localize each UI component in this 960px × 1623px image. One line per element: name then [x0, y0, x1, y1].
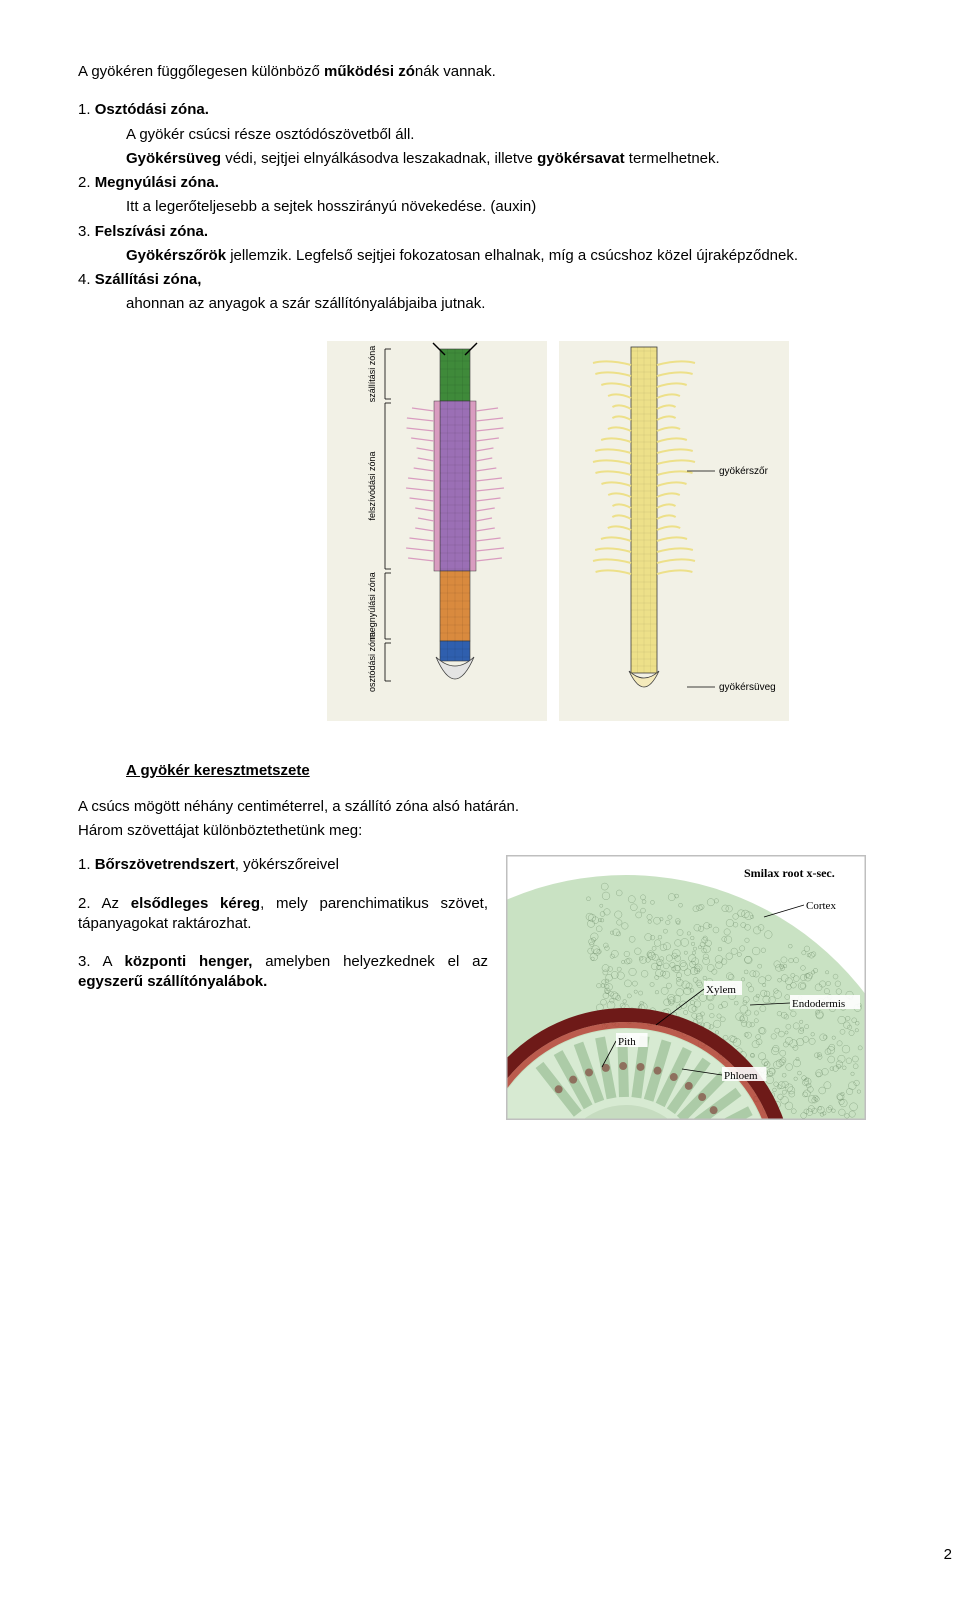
cross-li-1: 1. Bőrszövetrendszert, yökérszőreivel	[78, 855, 488, 875]
t: védi, sejtjei elnyálkásodva leszakadnak,…	[225, 150, 537, 167]
svg-text:Phloem: Phloem	[724, 1070, 758, 1082]
intro-pre: A gyökéren függőlegesen különböző	[78, 63, 324, 80]
cross-list-col: 1. Bőrszövetrendszert, yökérszőreivel 2.…	[78, 855, 488, 996]
svg-text:felszívódási zóna: felszívódási zóna	[367, 451, 377, 520]
item-title: Szállítási zóna,	[95, 271, 202, 288]
intro-line: A gyökéren függőlegesen különböző működé…	[78, 62, 960, 82]
intro-bold: működési zó	[324, 63, 415, 80]
svg-text:Cortex: Cortex	[806, 900, 836, 912]
t: jellemzik. Legfelső sejtjei fokozatosan …	[226, 247, 798, 264]
item-1-body: A gyökér csúcsi része osztódószövetből á…	[126, 125, 960, 145]
item-num: 2.	[78, 174, 95, 191]
t: termelhetnek.	[625, 150, 720, 167]
item-4-body: ahonnan az anyagok a szár szállítónyaláb…	[126, 294, 960, 314]
b: egyszerű szállítónyalábok.	[78, 973, 267, 990]
cross-p2: Három szövettájat különböztethetünk meg:	[78, 821, 960, 841]
page-number: 2	[944, 1545, 952, 1565]
t: A	[103, 953, 125, 970]
cross-p1: A csúcs mögött néhány centiméterrel, a s…	[78, 797, 960, 817]
svg-text:szállítási zóna: szállítási zóna	[367, 345, 377, 402]
item-3-head: 3. Felszívási zóna.	[78, 222, 960, 242]
root-cross-section-micrograph: Smilax root x-sec. Cortex Endodermis Xylem P…	[506, 855, 866, 1120]
cross-li-2: 2. Az elsődleges kéreg, mely parenchimat…	[78, 894, 488, 935]
b: elsődleges kéreg	[131, 895, 260, 912]
b: Bőrszövetrendszert	[95, 856, 235, 873]
item-2-body: Itt a legerőteljesebb a sejtek hosszirán…	[126, 197, 960, 217]
n: 3.	[78, 953, 103, 970]
svg-text:osztódási zóna: osztódási zóna	[367, 631, 377, 691]
root-zones-left-diagram: szállítási zóna felszívódási zóna megnyúlá…	[327, 341, 547, 721]
item-3-body: Gyökérszőrök jellemzik. Legfelső sejtjei…	[126, 246, 960, 266]
svg-text:megnyúlási zóna: megnyúlási zóna	[367, 572, 377, 640]
root-zones-right-diagram: gyökérszőr gyökérsüveg	[559, 341, 789, 721]
root-zones-figure: szállítási zóna felszívódási zóna megnyúlá…	[78, 341, 960, 721]
gyszor-bold: Gyökérszőrök	[126, 247, 226, 264]
t: , yökérszőreivel	[235, 856, 339, 873]
t: Az	[101, 895, 130, 912]
item-title: Osztódási zóna.	[95, 101, 209, 118]
t: amelyben helyezkednek el az	[252, 953, 488, 970]
cross-heading-text: A gyökér keresztmetszete	[126, 762, 310, 779]
intro-post: nák vannak.	[415, 63, 496, 80]
cross-heading: A gyökér keresztmetszete	[126, 761, 960, 781]
n: 1.	[78, 856, 95, 873]
svg-text:Smilax root x-sec.: Smilax root x-sec.	[744, 866, 835, 880]
item-num: 1.	[78, 101, 95, 118]
cross-li-3: 3. A központi henger, amelyben helyezked…	[78, 952, 488, 993]
svg-text:gyökérsüveg: gyökérsüveg	[719, 682, 776, 693]
svg-text:Endodermis: Endodermis	[792, 998, 845, 1010]
svg-text:Pith: Pith	[618, 1036, 636, 1048]
item-title: Felszívási zóna.	[95, 223, 208, 240]
item-num: 4.	[78, 271, 95, 288]
item-4-head: 4. Szállítási zóna,	[78, 270, 960, 290]
item-2-head: 2. Megnyúlási zóna.	[78, 173, 960, 193]
item-1-body2: Gyökérsüveg védi, sejtjei elnyálkásodva …	[126, 149, 960, 169]
item-num: 3.	[78, 223, 95, 240]
n: 2.	[78, 895, 101, 912]
gysuveg-bold: Gyökérsüveg	[126, 150, 225, 167]
svg-text:Xylem: Xylem	[706, 984, 736, 996]
b: központi henger,	[125, 953, 253, 970]
item-1-head: 1. Osztódási zóna.	[78, 100, 960, 120]
micrograph-col: Smilax root x-sec. Cortex Endodermis Xylem P…	[506, 855, 960, 1126]
svg-text:gyökérszőr: gyökérszőr	[719, 466, 769, 477]
gysavat-bold: gyökérsavat	[537, 150, 625, 167]
item-title: Megnyúlási zóna.	[95, 174, 219, 191]
